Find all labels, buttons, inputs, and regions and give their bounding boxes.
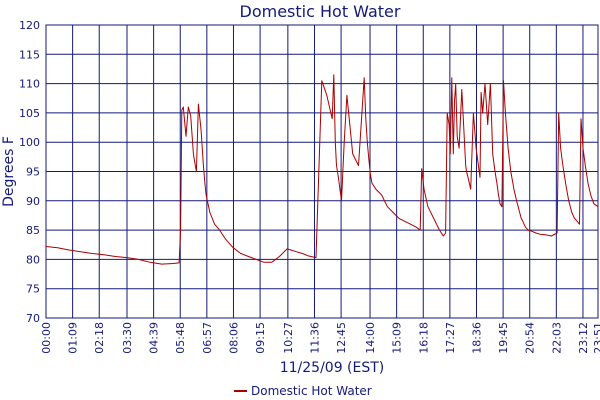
plot-area [45,24,599,319]
gridlines [45,24,599,319]
legend-label: Domestic Hot Water [251,384,372,398]
x-tick-label: 04:39 [148,322,161,354]
x-tick-label: 02:18 [93,322,106,354]
x-tick-label: 23:51 [592,322,600,354]
x-tick-label: 18:36 [470,322,483,354]
y-tick-label: 75 [26,283,40,296]
x-tick-label: 10:27 [282,322,295,354]
y-tick-label: 105 [19,107,40,120]
x-tick-label: 06:57 [201,322,214,354]
legend: Domestic Hot Water [234,384,372,398]
y-axis-tick-labels: 70 75 80 85 90 95 100 105 110 115 120 [19,19,40,325]
x-axis-tick-labels: 00:00 01:09 02:18 03:30 04:39 05:48 06:57 08:06… [40,322,600,354]
x-tick-label: 08:06 [227,322,240,354]
y-tick-label: 90 [26,195,40,208]
series-layer [45,74,599,265]
x-tick-label: 14:00 [364,322,377,354]
chart-title: Domestic Hot Water [240,2,401,21]
x-tick-label: 17:27 [444,322,457,354]
y-tick-label: 110 [19,78,40,91]
x-tick-label: 20:54 [524,322,537,354]
y-tick-label: 100 [19,136,40,149]
x-tick-label: 05:48 [174,322,187,354]
x-tick-label: 12:45 [335,322,348,354]
y-axis-title: Degrees F [1,136,17,207]
y-tick-label: 80 [26,253,40,266]
x-tick-label: 03:30 [121,322,134,354]
y-tick-label: 85 [26,224,40,237]
y-tick-label: 120 [19,19,40,32]
series-line-0 [45,74,599,265]
x-tick-label: 11:36 [308,322,321,354]
x-tick-label: 09:15 [254,322,267,354]
y-tick-label: 70 [26,312,40,325]
x-tick-label: 15:09 [391,322,404,354]
x-tick-label: 22:03 [550,322,563,354]
x-tick-label: 19:45 [497,322,510,354]
y-tick-label: 95 [26,166,40,179]
x-tick-label: 16:18 [417,322,430,354]
x-tick-label: 00:00 [40,322,53,354]
y-tick-label: 115 [19,48,40,61]
x-tick-label: 01:09 [67,322,80,354]
x-tick-label: 23:12 [577,322,590,354]
x-axis-title: 11/25/09 (EST) [280,360,385,376]
